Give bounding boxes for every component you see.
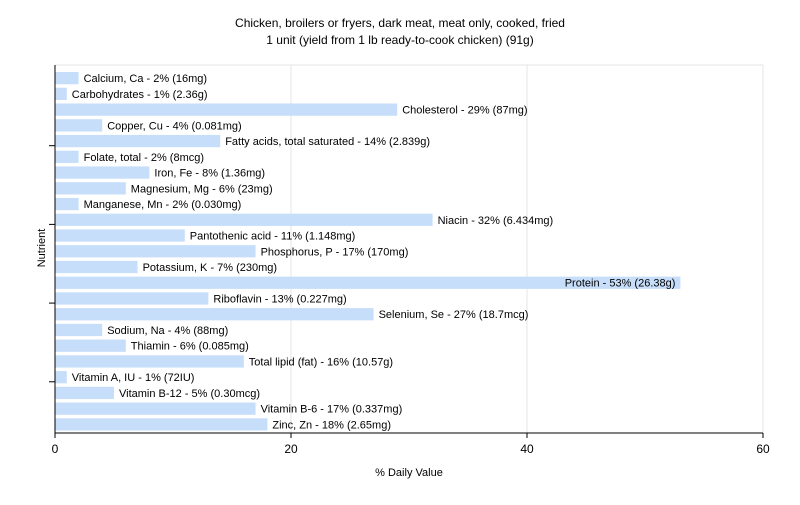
x-axis-title: % Daily Value — [375, 467, 443, 479]
chart-title-line-1: Chicken, broilers or fryers, dark meat, … — [235, 16, 565, 30]
bar-label: Pantothenic acid - 11% (1.148mg) — [190, 231, 355, 243]
x-tick-label: 40 — [520, 442, 534, 456]
bar-label: Vitamin B-12 - 5% (0.30mcg) — [119, 388, 260, 400]
bar — [55, 72, 79, 85]
bar-label: Manganese, Mn - 2% (0.030mg) — [84, 199, 242, 211]
chart-title-line-2: 1 unit (yield from 1 lb ready-to-cook ch… — [266, 33, 533, 47]
bar — [55, 166, 150, 179]
bar — [55, 355, 244, 368]
bar — [55, 418, 268, 431]
bar-label: Copper, Cu - 4% (0.081mg) — [107, 120, 242, 132]
bar-label: Potassium, K - 7% (230mg) — [143, 262, 278, 274]
bar-label: Protein - 53% (26.38g) — [565, 278, 676, 290]
bar — [55, 308, 374, 321]
bar — [55, 386, 114, 400]
bar — [55, 245, 256, 258]
bar-label: Iron, Fe - 8% (1.36mg) — [154, 168, 265, 180]
bar — [55, 134, 221, 148]
axes: 0 20 40 60 — [49, 65, 770, 456]
x-tick-label: 0 — [52, 442, 59, 456]
bar — [55, 197, 79, 211]
bar-label: Fatty acids, total saturated - 14% (2.83… — [225, 136, 430, 148]
bar-label: Vitamin A, IU - 1% (72IU) — [72, 372, 195, 384]
bar — [55, 182, 126, 195]
bar-label: Calcium, Ca - 2% (16mg) — [84, 73, 207, 85]
bar-label: Riboflavin - 13% (0.227mg) — [213, 293, 346, 305]
bar-label: Cholesterol - 29% (87mg) — [402, 105, 527, 117]
bar-label: Total lipid (fat) - 16% (10.57g) — [249, 356, 393, 368]
bar-label: Folate, total - 2% (8mcg) — [84, 152, 204, 164]
bar — [55, 103, 398, 116]
bar-label: Selenium, Se - 27% (18.7mcg) — [379, 309, 529, 321]
bar — [55, 229, 185, 242]
bar-label: Magnesium, Mg - 6% (23mg) — [131, 183, 273, 195]
grid-lines — [55, 64, 764, 433]
bar-label: Niacin - 32% (6.434mg) — [438, 215, 554, 227]
bar — [55, 119, 103, 132]
bar-label: Sodium, Na - 4% (88mg) — [107, 325, 228, 337]
bar-label: Zinc, Zn - 18% (2.65mg) — [272, 419, 391, 431]
bar — [55, 276, 681, 289]
x-tick-label: 60 — [756, 442, 770, 456]
bar-label: Phosphorus, P - 17% (170mg) — [261, 246, 409, 258]
bar-label: Thiamin - 6% (0.085mg) — [131, 341, 249, 353]
bar — [55, 292, 209, 305]
bar — [55, 87, 67, 101]
x-tick-label: 20 — [284, 442, 298, 456]
bar-label: Vitamin B-6 - 17% (0.337mg) — [261, 404, 403, 416]
bar — [55, 150, 79, 163]
bar — [55, 339, 126, 352]
bar — [55, 213, 433, 226]
y-axis-title: Nutrient — [36, 229, 48, 268]
bar — [55, 402, 256, 415]
bar — [55, 371, 67, 384]
bars: Calcium, Ca - 2% (16mg) Carbohydrates - 1… — [55, 72, 681, 431]
bar — [55, 260, 138, 274]
bar — [55, 323, 103, 337]
bar-label: Carbohydrates - 1% (2.36g) — [72, 89, 208, 101]
